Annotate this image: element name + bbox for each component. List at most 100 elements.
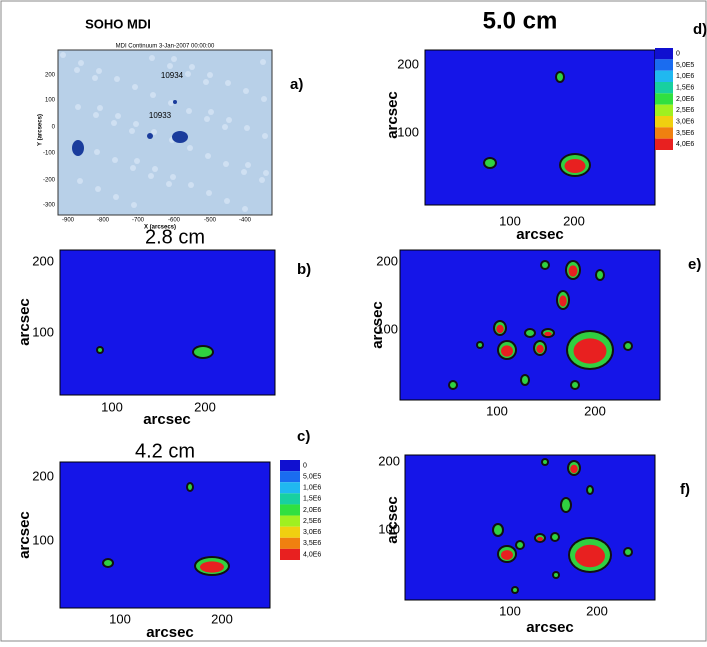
speckle	[203, 79, 209, 85]
speckle	[78, 60, 84, 66]
speckle	[149, 55, 155, 61]
y-tick-label: 100	[376, 321, 398, 336]
speckle	[245, 162, 251, 168]
x-tick-label: -900	[62, 218, 75, 224]
contour	[501, 345, 513, 357]
panel-label: c)	[297, 428, 310, 445]
y-tick-label: 100	[32, 532, 54, 547]
contour	[496, 324, 504, 334]
y-axis-label: arcsec	[16, 298, 33, 346]
y-tick-label: -100	[43, 151, 56, 157]
contour	[478, 343, 482, 347]
speckle	[208, 109, 214, 115]
x-tick-label: 200	[563, 213, 585, 228]
speckle	[77, 178, 83, 184]
legend-swatch	[655, 70, 673, 82]
contour	[450, 382, 456, 388]
contour	[494, 525, 502, 535]
contour	[543, 460, 547, 464]
contour	[554, 573, 558, 577]
legend-label: 2,5E6	[303, 518, 321, 525]
speckle	[223, 161, 229, 167]
x-tick-label: -600	[168, 218, 181, 224]
y-tick-label: 200	[376, 253, 398, 268]
panel-label: d)	[693, 21, 707, 38]
legend-label: 4,0E6	[676, 141, 694, 148]
sunspot	[147, 133, 153, 139]
x-tick-label: -400	[239, 218, 252, 224]
contour	[573, 338, 607, 364]
speckle	[132, 84, 138, 90]
y-tick-label: 200	[32, 253, 54, 268]
x-axis-label: arcsec	[516, 226, 564, 243]
legend-swatch	[280, 482, 300, 494]
speckle	[206, 190, 212, 196]
speckle	[112, 157, 118, 163]
x-tick-label: -500	[204, 218, 217, 224]
contour	[485, 159, 495, 167]
x-tick-label: 200	[211, 611, 233, 626]
speckle	[241, 169, 247, 175]
legend-label: 0	[303, 462, 307, 469]
panel-title: SOHO MDI	[85, 16, 151, 31]
legend-label: 4,0E6	[303, 551, 321, 558]
speckle	[74, 67, 80, 73]
legend-label: 5,0E5	[303, 474, 321, 481]
legend-swatch	[655, 82, 673, 94]
legend-label: 3,0E6	[676, 119, 694, 126]
speckle	[166, 181, 172, 187]
legend-swatch	[280, 504, 300, 516]
contour	[98, 348, 102, 352]
contour	[501, 550, 513, 560]
legend-swatch	[655, 59, 673, 71]
map	[399, 249, 661, 401]
speckle	[134, 158, 140, 164]
legend-swatch	[655, 93, 673, 105]
legend-label: 1,0E6	[676, 73, 694, 80]
x-axis-label: X (arcsecs)	[144, 225, 176, 231]
y-tick-label: 200	[378, 453, 400, 468]
speckle	[115, 113, 121, 119]
y-axis-label: arcsec	[384, 91, 401, 139]
y-axis-label: arcsec	[384, 496, 401, 544]
contour	[513, 588, 517, 592]
panel-label: a)	[290, 76, 303, 93]
x-tick-label: 100	[109, 611, 131, 626]
sunspot	[173, 100, 177, 104]
speckle	[130, 165, 136, 171]
y-tick-label: 100	[378, 521, 400, 536]
speckle	[207, 72, 213, 78]
speckle	[225, 80, 231, 86]
contour	[557, 73, 563, 81]
y-tick-label: 200	[397, 56, 419, 71]
legend-label: 3,5E6	[676, 130, 694, 137]
legend-label: 2,0E6	[676, 96, 694, 103]
speckle	[96, 68, 102, 74]
speckle	[263, 170, 269, 176]
contour	[194, 347, 212, 357]
panel-label: e)	[688, 256, 701, 273]
speckle	[189, 64, 195, 70]
x-tick-label: 100	[499, 603, 521, 618]
contour	[568, 265, 578, 277]
legend-swatch	[280, 537, 300, 549]
y-tick-label: -300	[43, 203, 56, 209]
speckle	[152, 166, 158, 172]
contour	[188, 484, 192, 490]
speckle	[186, 108, 192, 114]
speckle	[205, 153, 211, 159]
y-tick-label: 200	[32, 468, 54, 483]
contour	[597, 271, 603, 279]
speckle	[92, 75, 98, 81]
contour	[625, 549, 631, 555]
legend-swatch	[655, 116, 673, 128]
speckle	[204, 116, 210, 122]
panel-title: 2.8 cm	[145, 226, 205, 248]
speckle	[97, 105, 103, 111]
y-tick-label: 100	[397, 124, 419, 139]
y-axis-label: arcsec	[16, 511, 33, 559]
y-tick-label: 0	[52, 125, 56, 131]
legend-swatch	[655, 48, 673, 60]
legend-swatch	[280, 493, 300, 505]
